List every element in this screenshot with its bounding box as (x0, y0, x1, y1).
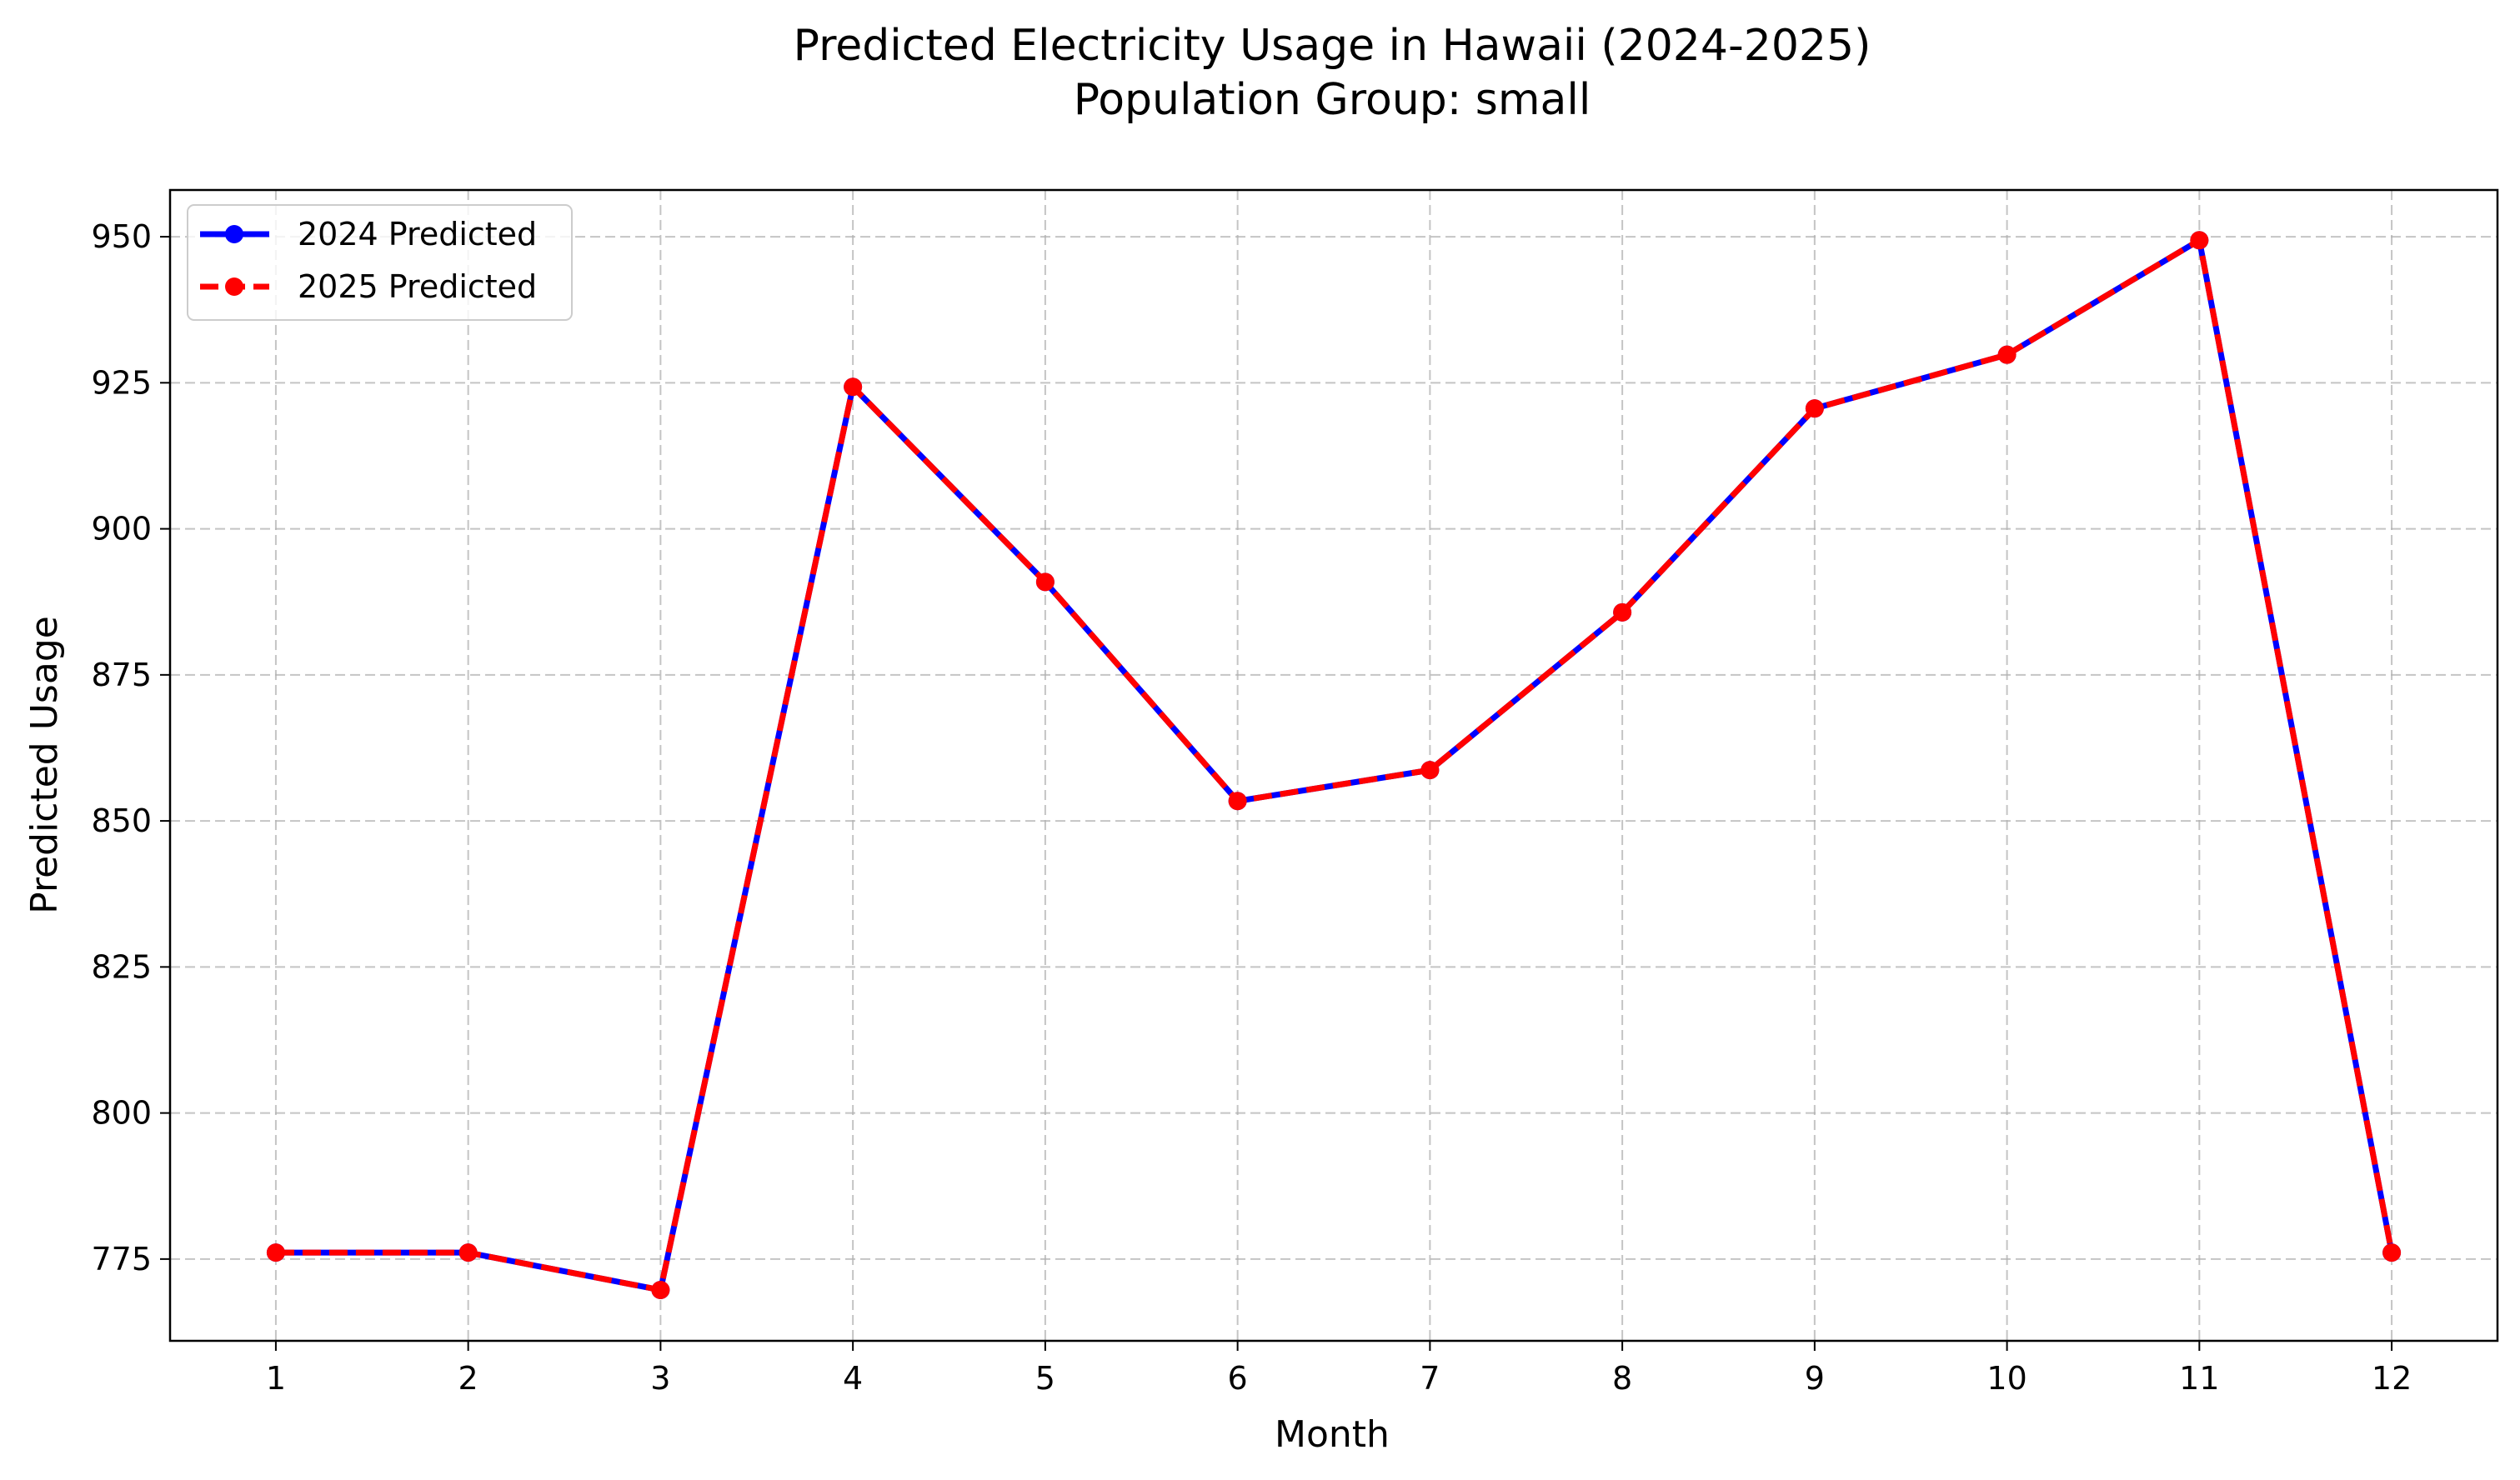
x-axis-label: Month (1275, 1413, 1390, 1456)
x-tick-label: 6 (1228, 1360, 1248, 1397)
data-point (1805, 399, 1824, 418)
x-tick-label: 12 (2372, 1360, 2412, 1397)
y-tick-label: 825 (91, 948, 152, 985)
x-tick-label: 10 (1986, 1360, 2027, 1397)
grid (170, 190, 2497, 1341)
y-tick-label: 875 (91, 657, 152, 693)
y-tick-label: 800 (91, 1095, 152, 1132)
legend: 2024 Predicted 2025 Predicted (187, 204, 573, 321)
data-point (1035, 572, 1055, 592)
x-tick-label: 11 (2179, 1360, 2219, 1397)
series-2024-predicted (266, 231, 2402, 1300)
data-point (2382, 1243, 2402, 1262)
series-2025-predicted (266, 231, 2402, 1300)
x-tick-label: 8 (1612, 1360, 1632, 1397)
legend-label: 2024 Predicted (298, 216, 537, 252)
y-tick-label: 900 (91, 511, 152, 548)
legend-label: 2025 Predicted (298, 268, 537, 305)
legend-box (187, 204, 573, 321)
y-tick-label: 775 (91, 1241, 152, 1278)
y-tick-label: 850 (91, 802, 152, 839)
data-point (2190, 231, 2209, 250)
y-axis-label: Predicted Usage (23, 616, 66, 914)
series-line (275, 237, 2395, 1293)
x-tick-label: 1 (266, 1360, 286, 1397)
data-point (1420, 761, 1440, 780)
data-point (1997, 345, 2017, 364)
data-point (266, 1243, 285, 1262)
series-line (275, 237, 2395, 1293)
x-tick-label: 9 (1805, 1360, 1825, 1397)
data-point (651, 1281, 670, 1300)
y-tick-label: 950 (91, 218, 152, 255)
data-point (1613, 602, 1632, 622)
chart-subtitle: Population Group: small (1074, 75, 1591, 125)
data-series (266, 231, 2402, 1300)
x-tick-label: 5 (1035, 1360, 1055, 1397)
x-tick-label: 2 (458, 1360, 478, 1397)
x-tick-label: 4 (843, 1360, 863, 1397)
chart-title: Predicted Electricity Usage in Hawaii (2… (794, 21, 1871, 71)
x-tick-label: 7 (1420, 1360, 1440, 1397)
legend-marker (225, 225, 243, 243)
y-tick-label: 925 (91, 364, 152, 401)
x-tick-label: 3 (650, 1360, 670, 1397)
data-point (844, 378, 863, 397)
data-point (458, 1243, 478, 1262)
plot-area-frame (168, 188, 2499, 1342)
legend-marker (225, 278, 243, 296)
data-point (1228, 792, 1247, 811)
